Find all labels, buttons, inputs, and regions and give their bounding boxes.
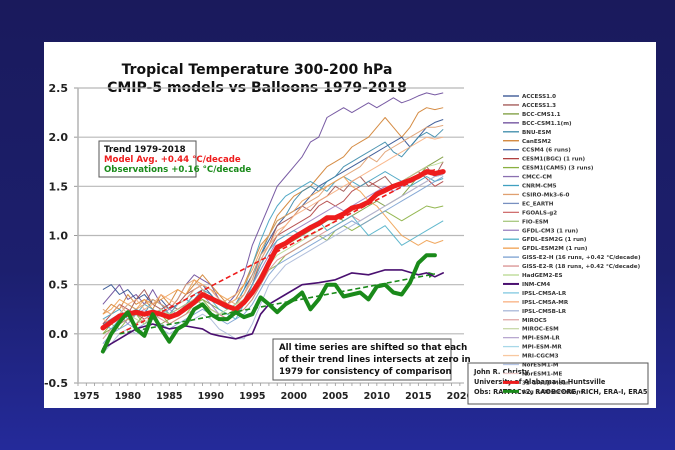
legend-label: GISS-E2-H (16 runs, +0.42 °C/decade) [522, 255, 641, 261]
observations-line [100, 253, 437, 354]
legend-label: BNU-ESM [522, 130, 552, 136]
legend-label: FIO-ESM [522, 219, 549, 225]
legend-label: MIROC-ESM [522, 327, 559, 333]
trend-obs: Observations +0.16 °C/decade [104, 165, 251, 175]
legend-label: FGOALS-g2 [522, 210, 557, 216]
legend: ACCESS1.0 ACCESS1.3 BCC-CMS1.1 BCC-CSM1.1(m… [503, 94, 641, 395]
model-series-line [102, 176, 444, 315]
credit-line-2: University of Alabama in Huntsville [474, 378, 606, 386]
legend-label: EC_EARTH [522, 201, 554, 207]
legend-label: GFDL-ESM2M (1 run) [522, 246, 588, 252]
credit-line-3: Obs: RATPACv2, RAOBCORE, RICH, ERA-I, ER… [474, 388, 648, 396]
x-tick-label: 2010 [364, 391, 391, 402]
trend-heading: Trend 1979-2018 [104, 145, 186, 155]
legend-label: CCSM4 (6 runs) [522, 148, 571, 154]
model-series-line [102, 124, 444, 315]
legend-label: Avg 5-Observations [522, 389, 584, 395]
legend-label: ACCESS1.3 [522, 103, 556, 109]
x-tick-label: 1990 [198, 391, 225, 402]
note-line-1: All time series are shifted so that each [279, 343, 467, 353]
model-series-line [102, 136, 444, 325]
model-series-line [102, 107, 444, 315]
x-tick-label: 2000 [281, 391, 308, 402]
x-tick-label: 2020 [447, 391, 474, 402]
note-line-3: 1979 for consistency of comparison [279, 367, 452, 377]
legend-label: BCC-CSM1.1(m) [522, 121, 572, 127]
legend-label: GISS-E2-R (18 runs, +0.42 °C/decade) [522, 264, 641, 270]
x-tick-label: 1985 [156, 391, 182, 402]
y-tick-label: -0.5 [44, 377, 68, 390]
legend-label: IPSL-CM5A-LR [522, 291, 567, 297]
model-series-line [102, 215, 444, 330]
y-tick-label: 1.0 [49, 230, 69, 243]
legend-label: CNRM-CM5 [522, 184, 557, 190]
legend-label: MPI-ESM-MR [522, 345, 562, 351]
legend-label: BCC-CMS1.1 [522, 112, 561, 118]
legend-label: CanESM2 [522, 139, 551, 145]
chart: Tropical Temperature 300-200 hPa CMIP-5 … [44, 62, 649, 405]
y-tick-label: 2.5 [49, 82, 69, 95]
x-tick-label: 2005 [322, 391, 348, 402]
x-tick-label: 1995 [239, 391, 265, 402]
trend-line [119, 273, 436, 335]
x-tick-label: 2015 [405, 391, 431, 402]
x-axis: 1975 1980 1985 1990 1995 2000 2005 2010 2015 2020 [73, 383, 473, 402]
legend-label: CMCC-CM [522, 175, 552, 181]
legend-label: GFDL-CM3 (1 run) [522, 228, 579, 234]
legend-label: INM-CM4 [522, 282, 550, 288]
chart-panel: Tropical Temperature 300-200 hPa CMIP-5 … [44, 42, 656, 408]
credit-box: John R. Christy University of Alabama in… [467, 362, 649, 405]
y-axis: 2.5 2.0 1.5 1.0 0.5 0.0 -0.5 [44, 82, 79, 390]
legend-label: MIROC5 [522, 318, 547, 324]
legend-label: ACCESS1.0 [522, 94, 556, 100]
model-series-line [102, 161, 444, 330]
legend-label: CESM1(BGC) (1 run) [522, 157, 586, 163]
x-tick-label: 1975 [73, 391, 99, 402]
legend-label: NorESM1-M [522, 363, 559, 369]
group-mean-line [100, 169, 446, 331]
trend-box: Trend 1979-2018 Model Avg. +0.44 °C/deca… [98, 140, 251, 178]
trend-model: Model Avg. +0.44 °C/decade [104, 155, 241, 165]
y-tick-label: 2.0 [49, 131, 69, 144]
x-tick-label: 1980 [115, 391, 142, 402]
credit-line-1: John R. Christy [473, 368, 530, 376]
legend-label: MRI-CGCM3 [522, 354, 559, 360]
chart-title: Tropical Temperature 300-200 hPa [122, 62, 393, 78]
legend-label: CESM1(CAM5) (3 runs) [522, 166, 594, 172]
legend-label: IPSL-CM5A-MR [522, 300, 569, 306]
legend-label: GFDL-ESM2G (1 run) [522, 237, 587, 243]
model-series-line [102, 92, 444, 310]
legend-label: 32 Group Mean [522, 380, 570, 386]
note-box: All time series are shifted so that each… [272, 338, 471, 381]
y-tick-label: 0.5 [49, 279, 69, 292]
legend-label: IPSL-CM5B-LR [522, 309, 567, 315]
y-tick-label: 1.5 [49, 180, 69, 193]
note-line-2: of their trend lines intersects at zero … [279, 355, 471, 365]
legend-label: MPI-ESM-LR [522, 336, 560, 342]
main-series-group [100, 169, 446, 354]
legend-label: NorESM1-ME [522, 371, 562, 377]
legend-label: HadGEM2-ES [522, 273, 563, 279]
y-tick-label: 0.0 [49, 328, 69, 341]
legend-label: CSIRO-Mk3-6-0 [522, 192, 570, 198]
